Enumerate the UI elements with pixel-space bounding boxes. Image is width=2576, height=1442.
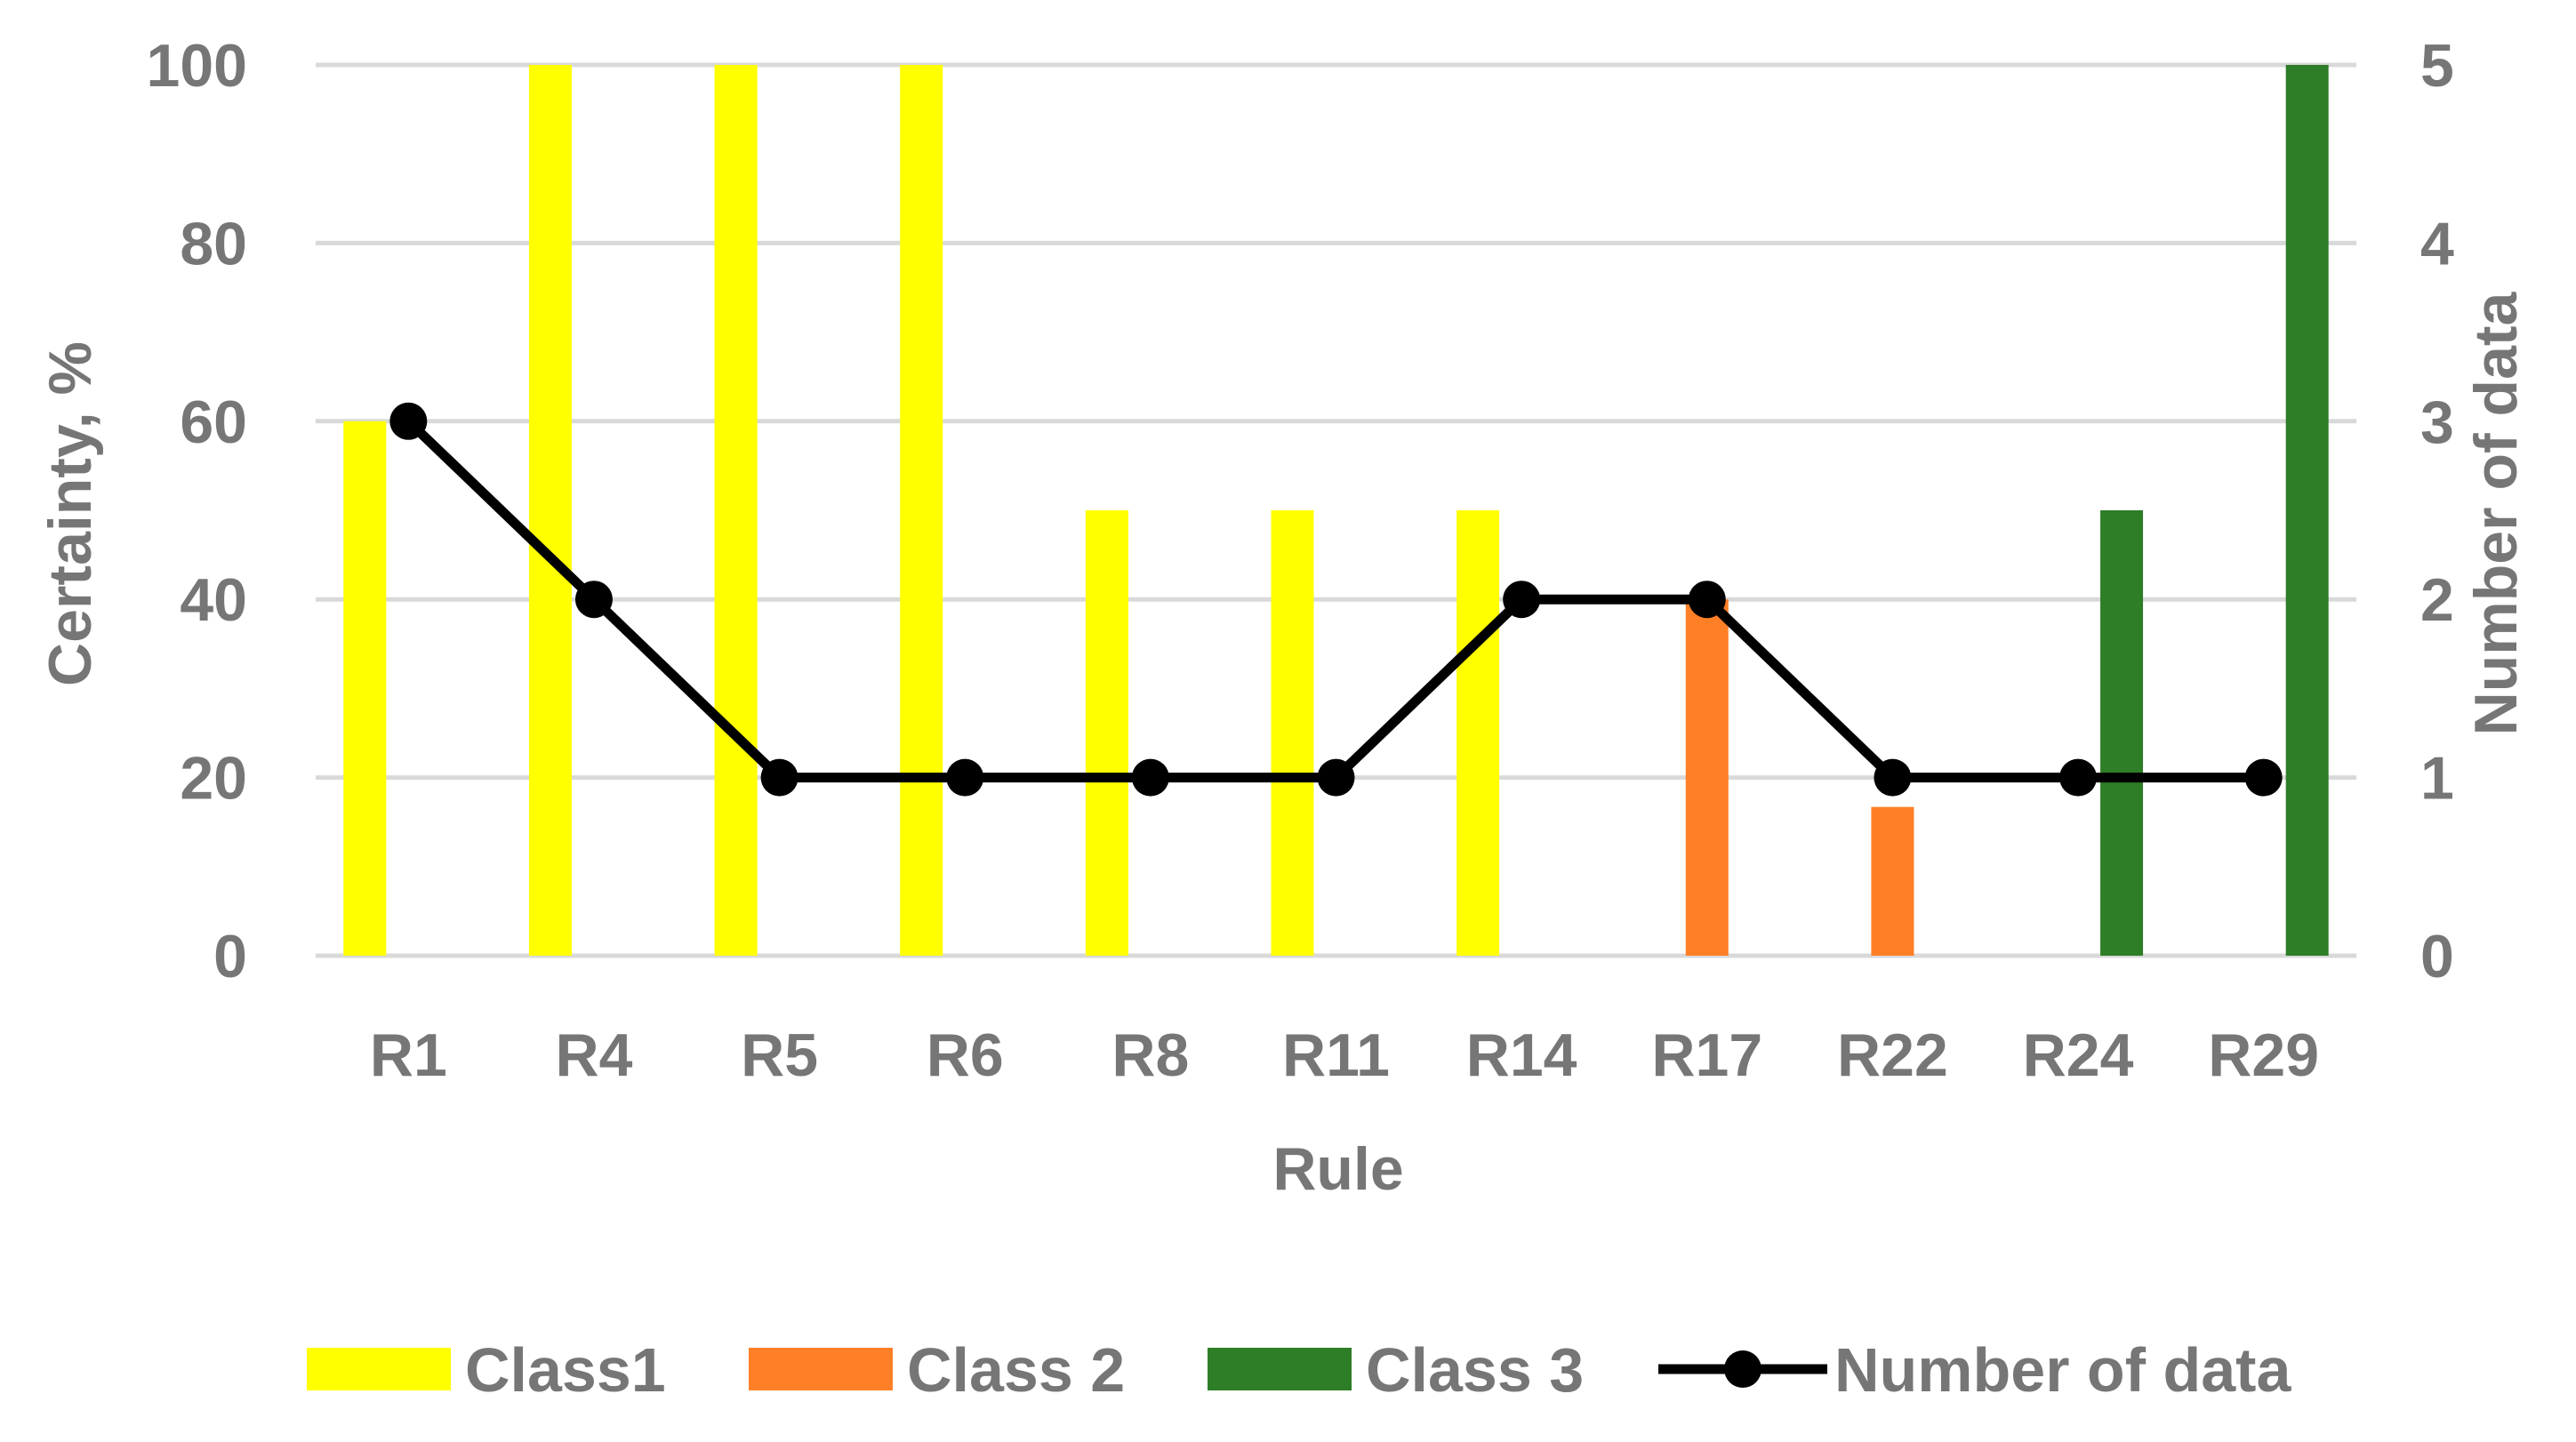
x-tick-label: R14 xyxy=(1466,1021,1577,1089)
y-tick-label: 60 xyxy=(180,389,247,456)
number-of-data-point xyxy=(1688,581,1726,619)
y-tick-label: 0 xyxy=(213,923,247,990)
bar-class1 xyxy=(1085,510,1128,956)
number-of-data-point xyxy=(2059,758,2098,797)
x-tick-label: R6 xyxy=(927,1021,1004,1089)
right-axis-ticks: 0 1 2 3 4 5 xyxy=(2420,32,2454,990)
x-axis-title: Rule xyxy=(1272,1135,1403,1203)
left-axis-ticks: 0 20 40 60 80 100 xyxy=(147,32,247,990)
line-layer xyxy=(389,402,2283,797)
legend-swatch xyxy=(749,1348,893,1390)
number-of-data-point xyxy=(1874,758,1912,797)
bar-class-2 xyxy=(1871,806,1914,956)
x-axis-ticks: R1 R4 R5 R6 R8 R11 R14 R17 R22 R24 R29 xyxy=(370,1021,2319,1089)
bar-class-3 xyxy=(2285,65,2329,956)
grid-lines xyxy=(316,62,2356,958)
legend-label: Class1 xyxy=(465,1335,666,1405)
y2-tick-label: 3 xyxy=(2420,389,2454,456)
number-of-data-point xyxy=(1503,581,1541,619)
y-tick-label: 100 xyxy=(147,32,247,100)
bar-class-3 xyxy=(2100,510,2144,956)
x-tick-label: R22 xyxy=(1837,1021,1948,1089)
bars-layer xyxy=(343,65,2329,956)
number-of-data-point xyxy=(946,758,984,797)
bar-class1 xyxy=(1457,510,1500,956)
x-tick-label: R8 xyxy=(1111,1021,1189,1089)
number-of-data-point xyxy=(2244,758,2283,797)
legend-swatch xyxy=(1208,1348,1352,1390)
legend-label: Number of data xyxy=(1834,1335,2291,1405)
y-tick-label: 40 xyxy=(180,566,247,634)
x-tick-label: R11 xyxy=(1282,1021,1390,1089)
x-tick-label: R5 xyxy=(741,1021,818,1089)
x-tick-label: R1 xyxy=(370,1021,447,1089)
legend: Class1 Class 2 Class 3 Number of data xyxy=(307,1335,2291,1405)
legend-label: Class 3 xyxy=(1366,1335,1584,1405)
y2-axis-title: Number of data xyxy=(2462,291,2530,735)
x-tick-label: R17 xyxy=(1651,1021,1762,1089)
bar-class1 xyxy=(714,65,758,956)
x-tick-label: R4 xyxy=(555,1021,632,1089)
y-tick-label: 20 xyxy=(180,745,247,813)
x-tick-label: R24 xyxy=(2023,1021,2134,1089)
number-of-data-point xyxy=(1131,758,1169,797)
bar-class1 xyxy=(528,65,572,956)
y2-tick-label: 2 xyxy=(2420,566,2454,634)
bar-class1 xyxy=(900,65,943,956)
y-axis-title: Certainty, % xyxy=(36,341,104,686)
y2-tick-label: 0 xyxy=(2420,923,2454,990)
x-tick-label: R29 xyxy=(2208,1021,2319,1089)
legend-swatch xyxy=(307,1348,451,1390)
number-of-data-point xyxy=(574,581,613,619)
number-of-data-point xyxy=(760,758,798,797)
number-of-data-point xyxy=(1317,758,1355,797)
bar-class1 xyxy=(1271,510,1314,956)
legend-label: Class 2 xyxy=(907,1335,1125,1405)
legend-marker xyxy=(1724,1350,1761,1388)
y2-tick-label: 1 xyxy=(2420,745,2454,813)
y2-tick-label: 5 xyxy=(2420,32,2454,100)
bar-class-2 xyxy=(1685,599,1729,956)
number-of-data-point xyxy=(389,402,428,440)
y-tick-label: 80 xyxy=(180,210,247,277)
y2-tick-label: 4 xyxy=(2420,210,2454,277)
bar-class1 xyxy=(343,421,387,956)
